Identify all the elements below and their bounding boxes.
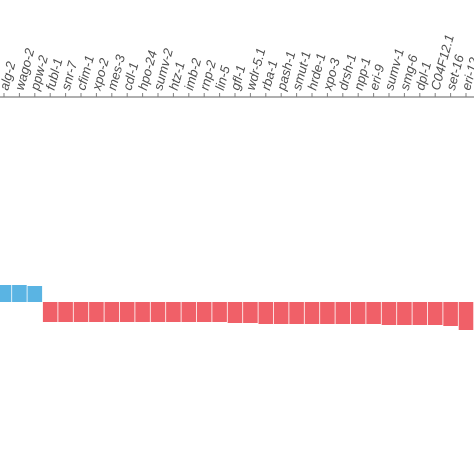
bar-smg-6	[397, 302, 412, 325]
tick-label-lin-5: lin-5	[212, 63, 233, 91]
bar-eri-12	[458, 302, 474, 330]
bar-hrde-1	[304, 302, 320, 324]
bar-fubl-1	[42, 302, 58, 322]
bar-cdl-1	[119, 302, 135, 322]
bar-eri-9	[366, 302, 381, 324]
bar-dpl-1	[412, 302, 428, 325]
bar-rnp-2	[196, 302, 212, 322]
bar-pash-1	[273, 302, 289, 324]
bar-wdr-5.1	[243, 302, 258, 323]
bar-hpo-24	[135, 302, 150, 322]
bar-ppw-2	[27, 286, 43, 302]
bar-gfl-1	[227, 302, 243, 323]
bar-cfim-1	[73, 302, 89, 322]
bar-htz-1	[166, 302, 181, 322]
bar-snr-7	[58, 302, 73, 322]
bar-sumv-1	[381, 302, 397, 325]
tick-labels-group: alg-2wago-2ppw-2fubl-1snr-7cfim-1xpo-2me…	[0, 33, 474, 93]
bar-mes-3	[104, 302, 120, 322]
bar-wago-2	[12, 285, 27, 302]
bar-npp-1	[350, 302, 366, 324]
bar-alg-2	[0, 285, 12, 302]
tick-label-eri-9: eri-9	[366, 63, 387, 92]
bar-drsh-1	[335, 302, 351, 324]
tick-label-dpl-1: dpl-1	[412, 60, 434, 92]
bar-smut-1	[289, 302, 304, 324]
bar-xpo-2	[89, 302, 104, 322]
bar-lin-5	[212, 302, 227, 322]
bar-xpo-3	[320, 302, 335, 324]
bar-imb-2	[181, 302, 197, 322]
tick-label-gfl-1: gfl-1	[227, 63, 248, 91]
bar-set-16	[443, 302, 458, 326]
bar-rba-1	[258, 302, 274, 324]
tick-label-cdl-1: cdl-1	[120, 61, 142, 92]
tick-marks-group	[3, 93, 467, 97]
bar-sumv-2	[150, 302, 166, 322]
bar-C04F12.1	[427, 302, 443, 325]
bars-group	[0, 285, 474, 330]
tick-label-htz-1: htz-1	[166, 60, 188, 92]
